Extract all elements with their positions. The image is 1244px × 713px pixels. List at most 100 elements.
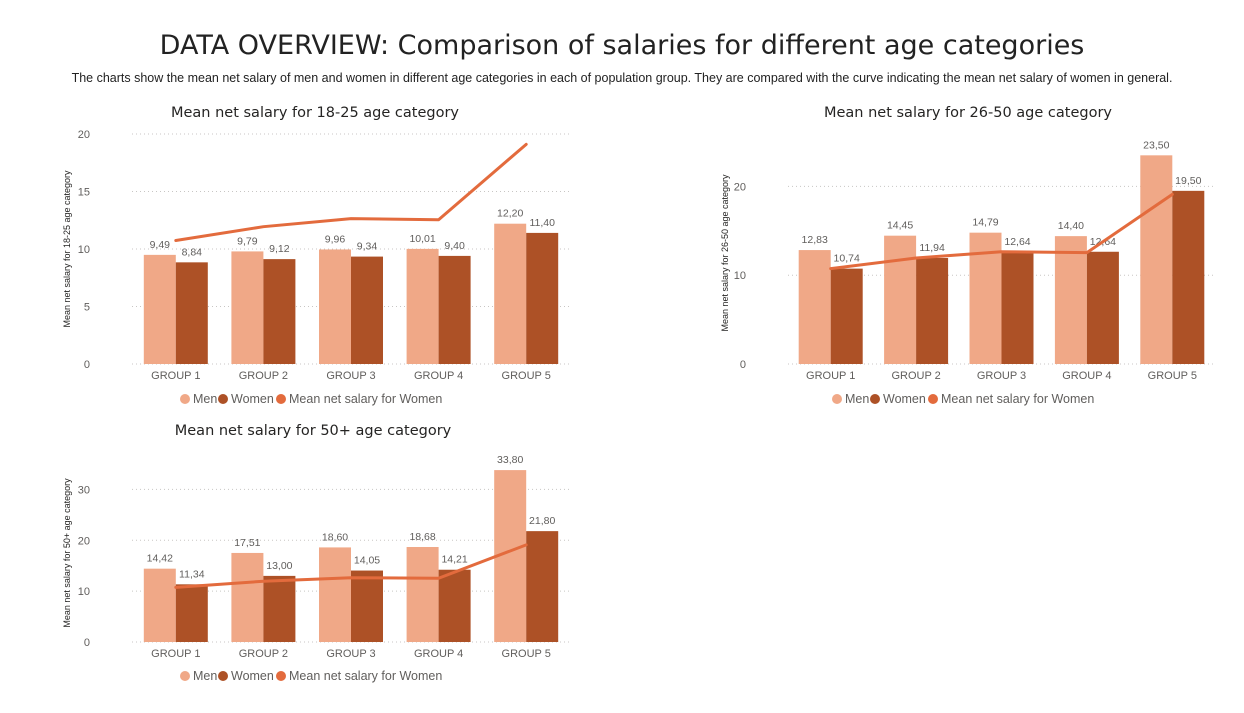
data-label-women: 12,64 [1004, 236, 1030, 248]
bar-women [175, 262, 208, 364]
x-category-label: GROUP 3 [977, 370, 1026, 382]
data-label-women: 14,05 [354, 555, 380, 567]
bar-men [319, 547, 351, 642]
y-tick-label: 0 [84, 359, 90, 371]
legend-label: Men [193, 392, 217, 406]
legend-marker [870, 394, 880, 404]
legend-marker [218, 671, 228, 681]
x-category-label: GROUP 5 [502, 370, 551, 382]
y-tick-label: 10 [78, 586, 90, 598]
legend-marker [276, 394, 286, 404]
x-category-label: GROUP 1 [151, 370, 200, 382]
chart-26-50[interactable]: Mean net salary for 26-50 age category Me… [710, 98, 1230, 416]
bar-men [494, 223, 527, 364]
chart-svg[interactable]: Mean net salary for 50+ age category Mean… [50, 416, 580, 696]
bar-men [143, 568, 176, 642]
data-label-men: 12,83 [802, 234, 828, 246]
x-category-label: GROUP 1 [806, 370, 855, 382]
legend-marker [180, 394, 190, 404]
y-tick-label: 5 [84, 302, 90, 314]
bar-men [231, 552, 264, 642]
bar-women [263, 575, 296, 642]
x-category-label: GROUP 4 [414, 370, 463, 382]
y-axis-title: Mean net salary for 18-25 age category [62, 170, 72, 328]
data-label-men: 14,40 [1058, 220, 1084, 232]
data-label-women: 11,94 [919, 242, 945, 254]
bar-men [1054, 236, 1087, 364]
y-axis-title: Mean net salary for 50+ age category [62, 478, 72, 628]
x-category-label: GROUP 3 [326, 648, 375, 660]
bar-men [884, 235, 917, 364]
legend-marker [180, 671, 190, 681]
bar-women [175, 584, 208, 642]
legend-marker [832, 394, 842, 404]
y-axis-title: Mean net salary for 26-50 age category [720, 174, 730, 332]
data-label-men: 17,51 [234, 537, 260, 549]
chart-title: Mean net salary for 26-50 age category [824, 105, 1112, 121]
bar-men [143, 254, 176, 364]
data-label-men: 9,79 [237, 235, 258, 247]
data-label-men: 14,45 [887, 220, 913, 232]
data-label-men: 9,49 [150, 239, 171, 251]
data-label-women: 8,84 [182, 246, 203, 258]
data-label-women: 13,00 [266, 560, 292, 572]
data-label-women: 19,50 [1175, 175, 1201, 187]
bar-men [231, 251, 264, 364]
data-label-women: 9,34 [357, 241, 378, 253]
bar-women [351, 570, 383, 642]
legend-label: Women [883, 392, 926, 406]
data-label-men: 12,20 [497, 208, 523, 220]
legend-label: Men [845, 392, 869, 406]
x-category-label: GROUP 2 [239, 648, 288, 660]
data-label-men: 18,68 [409, 531, 435, 543]
x-category-label: GROUP 2 [239, 370, 288, 382]
data-label-men: 14,42 [147, 553, 173, 565]
bar-men [319, 249, 351, 364]
legend-label: Mean net salary for Women [289, 392, 442, 406]
y-tick-label: 20 [78, 535, 90, 547]
bar-women [438, 569, 471, 642]
bar-women [1001, 251, 1034, 364]
bar-women [830, 268, 863, 364]
line-mean-women [174, 142, 528, 242]
data-label-women: 21,80 [529, 515, 555, 527]
y-tick-label: 30 [78, 484, 90, 496]
y-tick-label: 15 [78, 187, 90, 199]
data-label-men: 9,96 [325, 233, 346, 245]
bar-women [438, 255, 471, 364]
bar-men [798, 250, 831, 364]
legend-label: Mean net salary for Women [941, 392, 1094, 406]
y-tick-label: 0 [84, 637, 90, 649]
line-mean-women [174, 543, 528, 589]
bar-women [263, 259, 296, 364]
bar-women [916, 257, 949, 364]
chart-svg[interactable]: Mean net salary for 26-50 age category Me… [710, 98, 1230, 416]
data-label-men: 10,01 [409, 233, 435, 245]
chart-50-plus[interactable]: Mean net salary for 50+ age category Mean… [50, 416, 580, 696]
data-label-women: 9,40 [444, 240, 465, 252]
data-label-women: 14,21 [441, 554, 467, 566]
data-label-women: 10,74 [834, 253, 860, 265]
data-label-men: 33,80 [497, 454, 523, 466]
chart-svg[interactable]: Mean net salary for 18-25 age category Me… [50, 98, 580, 416]
x-category-label: GROUP 4 [1062, 370, 1111, 382]
data-label-men: 23,50 [1143, 139, 1169, 151]
legend-marker [928, 394, 938, 404]
line-mean-women [829, 192, 1174, 271]
y-tick-label: 0 [740, 359, 746, 371]
y-tick-label: 10 [78, 244, 90, 256]
bar-women [526, 531, 559, 642]
bar-women [1172, 190, 1205, 364]
data-label-women: 9,12 [269, 243, 290, 255]
bar-men [406, 248, 439, 364]
legend-label: Women [231, 392, 274, 406]
chart-18-25[interactable]: Mean net salary for 18-25 age category Me… [50, 98, 580, 416]
y-tick-label: 20 [78, 129, 90, 141]
data-label-men: 18,60 [322, 531, 348, 543]
x-category-label: GROUP 3 [326, 370, 375, 382]
legend-label: Mean net salary for Women [289, 669, 442, 683]
page-title: DATA OVERVIEW: Comparison of salaries fo… [159, 30, 1085, 61]
legend-marker [276, 671, 286, 681]
x-category-label: GROUP 1 [151, 648, 200, 660]
y-tick-label: 10 [734, 270, 746, 282]
